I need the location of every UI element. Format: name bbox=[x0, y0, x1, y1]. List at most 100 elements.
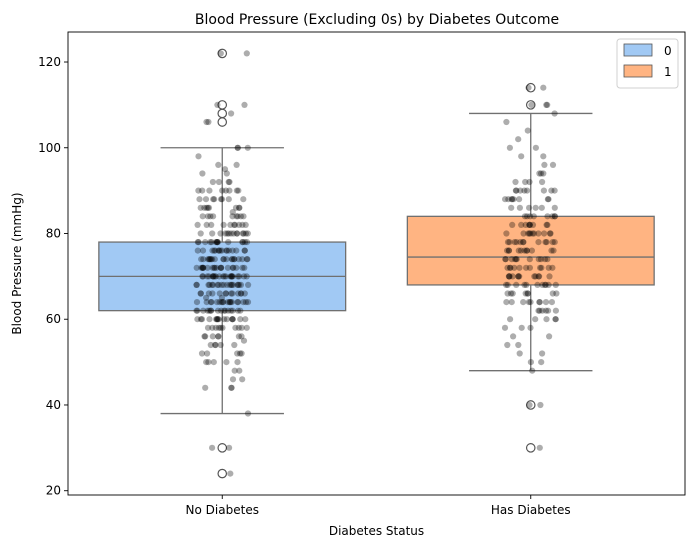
strip-point bbox=[238, 324, 245, 331]
strip-point bbox=[222, 290, 229, 297]
strip-point bbox=[232, 324, 239, 331]
strip-point bbox=[243, 324, 250, 331]
strip-point bbox=[220, 256, 227, 263]
strip-point bbox=[214, 239, 221, 246]
strip-point bbox=[544, 256, 551, 263]
strip-point bbox=[209, 281, 216, 288]
strip-point bbox=[235, 187, 242, 194]
strip-point bbox=[205, 281, 212, 288]
strip-point bbox=[535, 307, 542, 314]
strip-point bbox=[209, 273, 216, 280]
strip-point bbox=[198, 316, 206, 323]
strip-point bbox=[213, 316, 220, 323]
strip-point bbox=[214, 281, 221, 288]
strip-point bbox=[529, 221, 537, 228]
strip-point bbox=[502, 196, 509, 203]
strip-point bbox=[535, 256, 542, 263]
strip-point bbox=[504, 247, 511, 254]
strip-point bbox=[508, 256, 515, 263]
strip-point bbox=[223, 316, 230, 323]
strip-point bbox=[505, 273, 512, 280]
x-axis-label: Diabetes Status bbox=[329, 524, 424, 538]
strip-point bbox=[538, 264, 545, 271]
y-tick-label: 60 bbox=[46, 312, 61, 326]
strip-point bbox=[509, 273, 516, 280]
strip-point bbox=[242, 230, 249, 237]
strip-point bbox=[240, 273, 248, 280]
strip-point bbox=[506, 144, 513, 151]
strip-point bbox=[240, 196, 247, 203]
strip-point bbox=[204, 204, 212, 211]
y-tick-label: 20 bbox=[46, 484, 61, 498]
strip-point bbox=[227, 470, 234, 477]
strip-point bbox=[552, 281, 559, 288]
strip-point bbox=[237, 281, 245, 288]
strip-point bbox=[511, 256, 519, 263]
strip-point bbox=[212, 239, 219, 246]
strip-point bbox=[510, 196, 517, 203]
strip-point bbox=[551, 110, 558, 117]
strip-point bbox=[229, 307, 236, 314]
strip-point bbox=[515, 341, 522, 349]
strip-point bbox=[235, 281, 242, 288]
strip-point bbox=[209, 256, 216, 263]
strip-point bbox=[228, 281, 235, 288]
strip-point bbox=[223, 247, 231, 254]
outlier-point bbox=[525, 82, 536, 93]
strip-point bbox=[227, 273, 234, 280]
strip-point bbox=[212, 341, 219, 349]
strip-point bbox=[244, 230, 251, 237]
strip-point bbox=[229, 264, 236, 271]
strip-point bbox=[233, 230, 241, 237]
strip-point bbox=[210, 359, 217, 366]
strip-point bbox=[202, 196, 210, 203]
strip-point bbox=[513, 281, 520, 288]
strip-point bbox=[205, 118, 212, 126]
strip-point bbox=[212, 247, 219, 254]
x-tick-label: No Diabetes bbox=[186, 503, 259, 517]
strip-point bbox=[502, 256, 509, 263]
strip-point bbox=[209, 281, 217, 288]
strip-point bbox=[219, 299, 226, 306]
strip-point bbox=[215, 324, 222, 331]
strip-point bbox=[526, 264, 534, 271]
strip-point bbox=[515, 273, 522, 280]
strip-point bbox=[218, 281, 225, 288]
strip-point bbox=[194, 221, 201, 228]
x-axis: No Diabetes Has Diabetes bbox=[186, 495, 571, 517]
strip-point bbox=[543, 316, 550, 323]
strip-point bbox=[208, 239, 215, 246]
strip-point bbox=[229, 213, 236, 220]
strip-point bbox=[541, 161, 548, 168]
strip-point bbox=[223, 281, 231, 288]
strip-point bbox=[540, 170, 547, 177]
strip-point bbox=[228, 110, 235, 117]
strip-point bbox=[235, 333, 242, 340]
strip-group-0 bbox=[193, 50, 252, 477]
strip-point bbox=[208, 221, 215, 228]
strip-point bbox=[197, 290, 204, 297]
strip-point bbox=[529, 367, 536, 374]
strip-point bbox=[234, 299, 241, 306]
strip-point bbox=[215, 247, 222, 254]
strip-point bbox=[540, 84, 547, 91]
strip-point bbox=[197, 316, 205, 323]
strip-point bbox=[549, 161, 557, 168]
strip-point bbox=[228, 290, 235, 297]
strip-point bbox=[511, 239, 518, 246]
strip-point bbox=[239, 239, 246, 246]
strip-point bbox=[532, 144, 540, 151]
strip-point bbox=[216, 290, 223, 297]
strip-point bbox=[234, 144, 241, 151]
strip-point bbox=[230, 281, 237, 288]
strip-point bbox=[213, 264, 220, 271]
strip-point bbox=[227, 307, 234, 314]
strip-point bbox=[210, 273, 217, 280]
strip-point bbox=[205, 204, 213, 211]
strip-point bbox=[239, 221, 246, 228]
strip-point bbox=[516, 196, 523, 203]
strip-point bbox=[236, 204, 243, 211]
strip-point bbox=[539, 307, 546, 314]
strip-point bbox=[226, 281, 233, 288]
strip-point bbox=[240, 230, 247, 237]
